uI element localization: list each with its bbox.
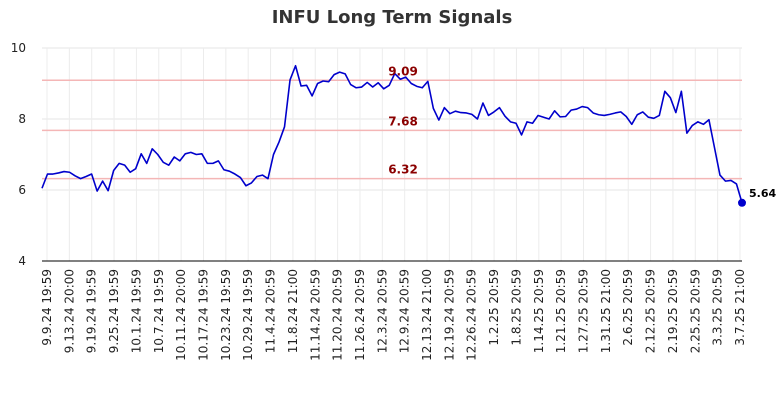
x-tick-label: 11.8.24 21:00 [286, 269, 300, 353]
y-tick-label: 6 [18, 183, 26, 197]
x-tick-label: 9.13.24 20:00 [62, 269, 76, 353]
x-tick-label: 12.9.24 20:59 [398, 269, 412, 353]
series-line [41, 64, 743, 204]
axes: 4 6 8 10 9.9.24 19:59 9.13.24 20:00 9.19.24 19… [11, 41, 747, 361]
chart-title: INFU Long Term Signals [271, 7, 513, 28]
series [41, 64, 746, 207]
x-tick-label: 12.3.24 20:59 [375, 269, 389, 353]
x-tick-label: 11.4.24 20:59 [264, 269, 278, 353]
x-tick-label: 2.6.25 20:59 [621, 269, 635, 346]
x-tick-label: 10.29.24 19:59 [241, 269, 255, 361]
y-tick-label: 4 [18, 254, 26, 268]
x-tick-label: 11.14.24 20:59 [308, 269, 322, 361]
x-tick-label: 3.3.25 20:59 [711, 269, 725, 346]
x-tick-label: 12.19.24 20:59 [442, 269, 456, 361]
x-tick-label: 9.9.24 19:59 [40, 269, 54, 346]
reference-line-label: 7.68 [388, 114, 418, 128]
last-point [738, 198, 746, 207]
x-tick-label: 10.1.24 19:59 [129, 269, 143, 353]
x-tick-label: 10.23.24 19:59 [219, 269, 233, 361]
x-tick-label: 1.27.25 20:59 [577, 269, 591, 353]
x-tick-label: 2.19.25 20:59 [666, 269, 680, 353]
x-tick-label: 1.21.25 20:59 [554, 269, 568, 353]
x-tick-label: 10.7.24 19:59 [152, 269, 166, 353]
x-tick-label: 10.17.24 19:59 [196, 269, 210, 361]
x-tick-label: 12.26.24 20:59 [465, 269, 479, 361]
x-tick-label: 2.25.25 20:59 [688, 269, 702, 353]
x-tick-label: 11.20.24 20:59 [331, 269, 345, 361]
x-tick-label: 11.26.24 20:59 [353, 269, 367, 361]
x-tick-label: 10.11.24 20:00 [174, 269, 188, 361]
labels: 9.09 7.68 6.32 5.64 [388, 64, 776, 199]
x-tick-label: 1.8.25 20:59 [509, 269, 523, 346]
y-tick-label: 8 [18, 112, 26, 126]
reference-line-label: 6.32 [388, 163, 418, 177]
x-tick-label: 1.31.25 21:00 [599, 269, 613, 353]
y-tick-label: 10 [11, 41, 26, 55]
x-tick-label: 12.13.24 21:00 [420, 269, 434, 361]
x-tick-label: 2.12.25 20:59 [644, 269, 658, 353]
x-tick-label: 9.25.24 19:59 [107, 269, 121, 353]
reference-line-label: 9.09 [388, 64, 418, 78]
x-tick-label: 9.19.24 19:59 [85, 269, 99, 353]
x-tick-label: 3.7.25 21:00 [733, 269, 747, 346]
x-tick-label: 1.14.25 20:59 [532, 269, 546, 353]
last-value-label: 5.64 [749, 187, 776, 200]
x-tick-label: 1.2.25 20:59 [487, 269, 501, 346]
